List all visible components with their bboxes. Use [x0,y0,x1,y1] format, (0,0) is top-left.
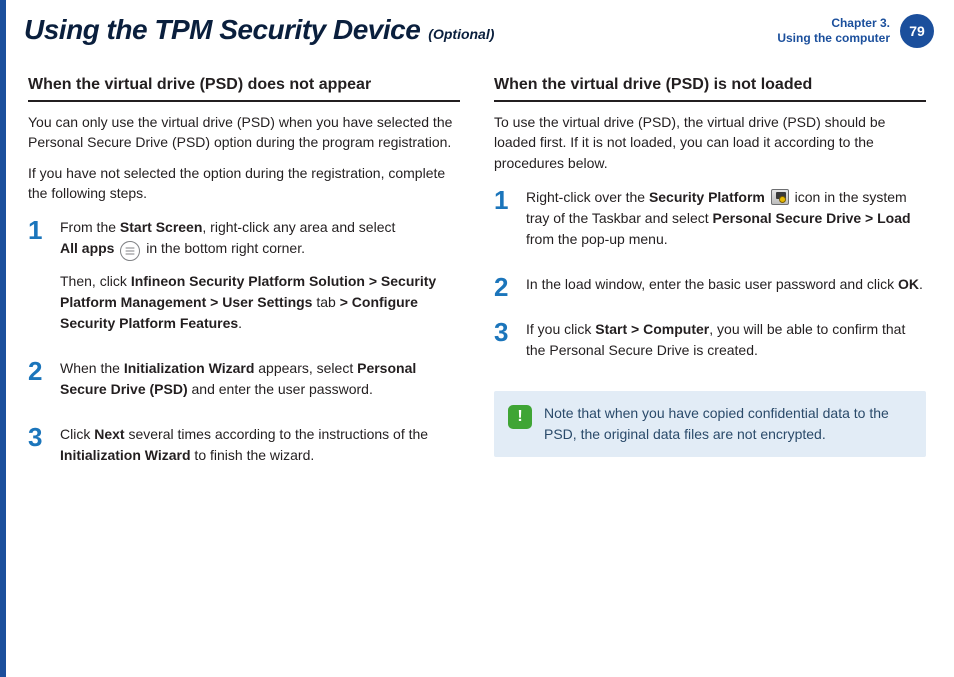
text: If you click [526,321,595,337]
bold: Start [595,321,627,337]
text: to finish the wizard. [191,447,315,463]
bold: All apps [60,240,114,256]
text: tab [312,294,339,310]
step-body: If you click Start > Computer, you will … [526,319,926,371]
text: in the bottom right corner. [146,240,305,256]
gt: > [340,294,352,310]
text: appears, select [254,360,357,376]
left-step-2: 2 When the Initialization Wizard appears… [28,358,460,410]
text: , right-click any area and select [202,219,395,235]
left-step-3: 3 Click Next several times according to … [28,424,460,476]
step-number: 3 [494,319,512,371]
gt: > [365,273,381,289]
step-number: 1 [28,217,46,344]
page-accent-border [0,0,6,677]
note-text: Note that when you have copied confident… [544,403,910,445]
text: When the [60,360,124,376]
chapter-line2: Using the computer [777,31,890,46]
text: Right-click over the [526,189,649,205]
text: from the pop-up menu. [526,231,668,247]
gt: > [861,210,877,226]
right-heading: When the virtual drive (PSD) is not load… [494,76,926,102]
page-number-badge: 79 [900,14,934,48]
step-body: Click Next several times according to th… [60,424,460,476]
bold: Computer [643,321,709,337]
bold: Infineon Security Platform Solution [131,273,365,289]
left-intro-2: If you have not selected the option duri… [28,163,460,204]
step-number: 2 [494,274,512,305]
text: several times according to the instructi… [125,426,428,442]
step-number: 2 [28,358,46,410]
chapter-text: Chapter 3. Using the computer [777,16,890,46]
step-body: In the load window, enter the basic user… [526,274,926,305]
page-title: Using the TPM Security Device [24,14,420,46]
page-subtitle: (Optional) [428,26,494,42]
page-number: 79 [909,23,925,39]
all-apps-icon [120,241,140,261]
text: . [238,315,242,331]
text: In the load window, enter the basic user… [526,276,898,292]
text: Click [60,426,94,442]
text: From the [60,219,120,235]
right-intro: To use the virtual drive (PSD), the virt… [494,112,926,173]
step-number: 3 [28,424,46,476]
bold: Initialization Wizard [124,360,255,376]
bold: Next [94,426,124,442]
step-body: When the Initialization Wizard appears, … [60,358,460,410]
text: and enter the user password. [188,381,373,397]
page-header: Using the TPM Security Device (Optional)… [0,0,954,60]
text: . [919,276,923,292]
step-number: 1 [494,187,512,260]
security-platform-tray-icon [771,189,789,205]
bold: Load [877,210,910,226]
bold: User Settings [222,294,312,310]
left-intro-1: You can only use the virtual drive (PSD)… [28,112,460,153]
text: Then, click [60,273,131,289]
chapter-block: Chapter 3. Using the computer 79 [777,14,934,48]
content-columns: When the virtual drive (PSD) does not ap… [0,60,954,482]
bold: Personal Secure Drive [713,210,862,226]
gt: > [627,321,643,337]
chapter-line1: Chapter 3. [777,16,890,31]
gt: > [206,294,222,310]
bold: Security Platform [649,189,765,205]
bold: Initialization Wizard [60,447,191,463]
note-box: ! Note that when you have copied confide… [494,391,926,457]
left-column: When the virtual drive (PSD) does not ap… [28,76,460,482]
bold: Start Screen [120,219,202,235]
bold: OK [898,276,919,292]
step-body: Right-click over the Security Platform i… [526,187,926,260]
alert-icon: ! [508,405,532,429]
right-column: When the virtual drive (PSD) is not load… [494,76,926,482]
right-step-2: 2 In the load window, enter the basic us… [494,274,926,305]
step-body: From the Start Screen, right-click any a… [60,217,460,344]
left-step-1: 1 From the Start Screen, right-click any… [28,217,460,344]
title-group: Using the TPM Security Device (Optional) [24,14,494,46]
left-heading: When the virtual drive (PSD) does not ap… [28,76,460,102]
right-step-1: 1 Right-click over the Security Platform… [494,187,926,260]
right-step-3: 3 If you click Start > Computer, you wil… [494,319,926,371]
